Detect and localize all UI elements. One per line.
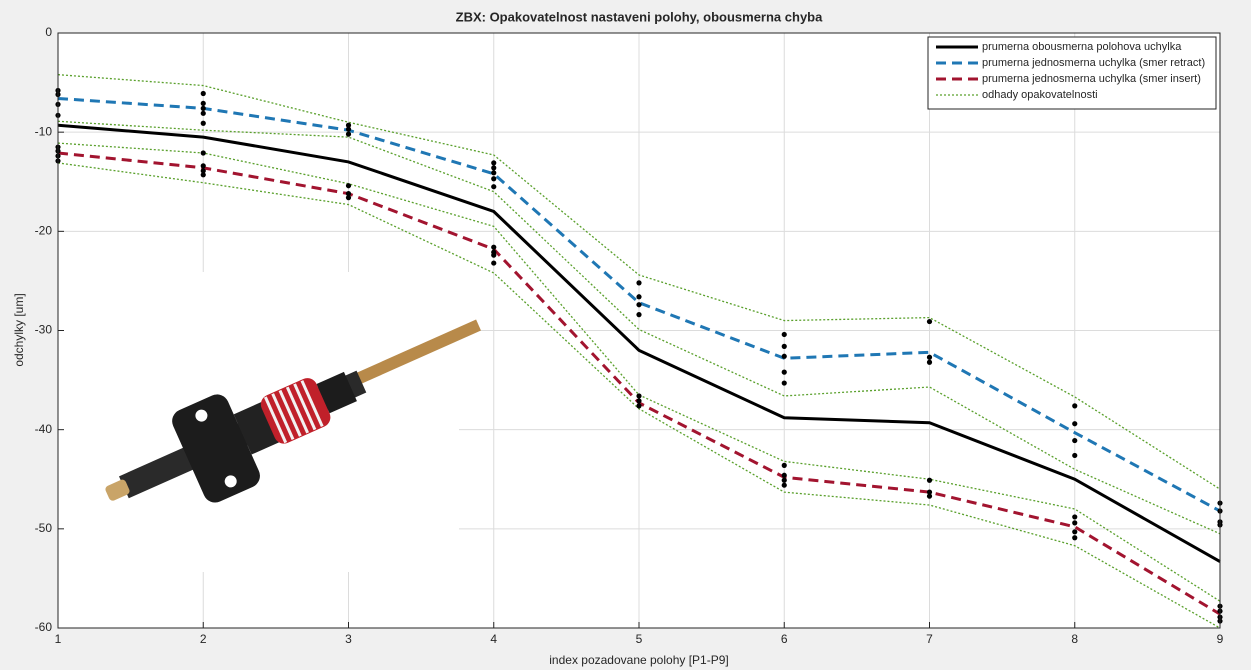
sample-point (200, 120, 206, 126)
sample-point (781, 482, 787, 488)
flange (172, 394, 260, 503)
y-tick-label: -20 (35, 224, 53, 238)
y-tick-label: -40 (35, 422, 53, 436)
sample-point (636, 294, 642, 300)
sample-point (926, 359, 933, 365)
sample-point (636, 393, 642, 399)
x-axis-label: index pozadovane polohy [P1-P9] (549, 653, 728, 667)
sample-point (491, 244, 497, 250)
sample-point (636, 312, 642, 318)
sample-point (345, 131, 352, 137)
sample-point (491, 260, 497, 266)
sample-point (781, 380, 787, 386)
sample-point (636, 403, 642, 409)
series-line (57, 123, 1221, 563)
sample-point (926, 354, 933, 360)
x-tick-label: 7 (926, 632, 933, 646)
sample-point (491, 170, 497, 176)
y-axis-label: odchylky [um] (12, 293, 26, 366)
sample-point (636, 280, 642, 286)
flange-hole (224, 475, 237, 488)
sample-point (781, 472, 787, 478)
sample-point (926, 493, 933, 499)
x-tick-label: 6 (781, 632, 788, 646)
sample-point (1072, 421, 1078, 427)
sample-point (781, 331, 787, 338)
lead-screw (105, 319, 481, 503)
sample-point (200, 110, 206, 116)
sample-point (200, 168, 206, 174)
repeatability-bound (57, 162, 1221, 629)
legend-label: prumerna jednosmerna uchylka (smer inser… (982, 73, 1201, 85)
sample-point (200, 163, 206, 169)
repeatability-bound (57, 74, 1221, 490)
x-tick-label: 4 (490, 632, 497, 646)
sample-point (1072, 520, 1078, 526)
sample-point (200, 172, 206, 178)
legend: prumerna obousmerna polohova uchylka prum… (927, 36, 1217, 110)
sample-point (1072, 403, 1078, 409)
x-tick-label: 8 (1071, 632, 1078, 646)
shaft-tip (105, 479, 130, 501)
y-tick-label: -50 (35, 521, 53, 535)
sample-point (200, 100, 206, 107)
spring-coils (263, 380, 324, 444)
sample-point (781, 353, 787, 359)
nut-body (233, 402, 279, 455)
sample-point (1072, 535, 1078, 541)
legend-box (927, 36, 1217, 110)
x-tick-label: 9 (1217, 632, 1224, 646)
sample-point (781, 343, 787, 349)
x-tick-label: 2 (200, 632, 207, 646)
sample-point (491, 252, 497, 258)
x-tick-label: 3 (345, 632, 352, 646)
inset-photo (59, 272, 481, 572)
sample-point (200, 150, 206, 156)
sample-point (1072, 437, 1078, 444)
sample-point (200, 105, 206, 111)
sample-point (345, 183, 352, 189)
sample-point (781, 369, 787, 375)
repeatability-bound (57, 120, 1221, 535)
repeatability-bound (57, 142, 1221, 602)
sample-point (345, 195, 352, 201)
nut-cap (316, 371, 357, 414)
sample-point (491, 160, 497, 166)
data-layer (55, 74, 1223, 629)
sample-point (781, 477, 787, 483)
x-tick-label: 5 (636, 632, 643, 646)
sample-point (491, 184, 497, 190)
chart-title: ZBX: Opakovatelnost nastaveni polohy, ob… (456, 9, 823, 24)
sample-point (1072, 514, 1078, 520)
sample-point (636, 398, 642, 404)
legend-label: prumerna jednosmerna uchylka (smer retra… (982, 57, 1205, 69)
sample-point (1072, 529, 1078, 535)
flange-hole (195, 409, 208, 422)
y-tick-label: -10 (35, 124, 53, 138)
sample-point (345, 122, 352, 128)
series-line (57, 96, 1221, 513)
sample-point (345, 126, 352, 132)
y-tick-label: -30 (35, 323, 53, 337)
sample-point (926, 477, 933, 483)
sample-point (926, 489, 933, 495)
y-tick-label: 0 (45, 25, 52, 39)
sample-point (491, 176, 497, 182)
sample-point (491, 165, 497, 171)
sample-point (200, 90, 206, 97)
legend-label: prumerna obousmerna polohova uchylka (982, 41, 1182, 53)
sample-point (345, 191, 352, 197)
x-tick-label: 1 (55, 632, 62, 646)
sample-point (926, 318, 933, 325)
y-tick-label: -60 (35, 620, 53, 634)
legend-label: odhady opakovatelnosti (982, 89, 1098, 101)
sample-point (781, 462, 787, 468)
sample-point (1072, 452, 1078, 459)
sample-point (636, 302, 642, 308)
